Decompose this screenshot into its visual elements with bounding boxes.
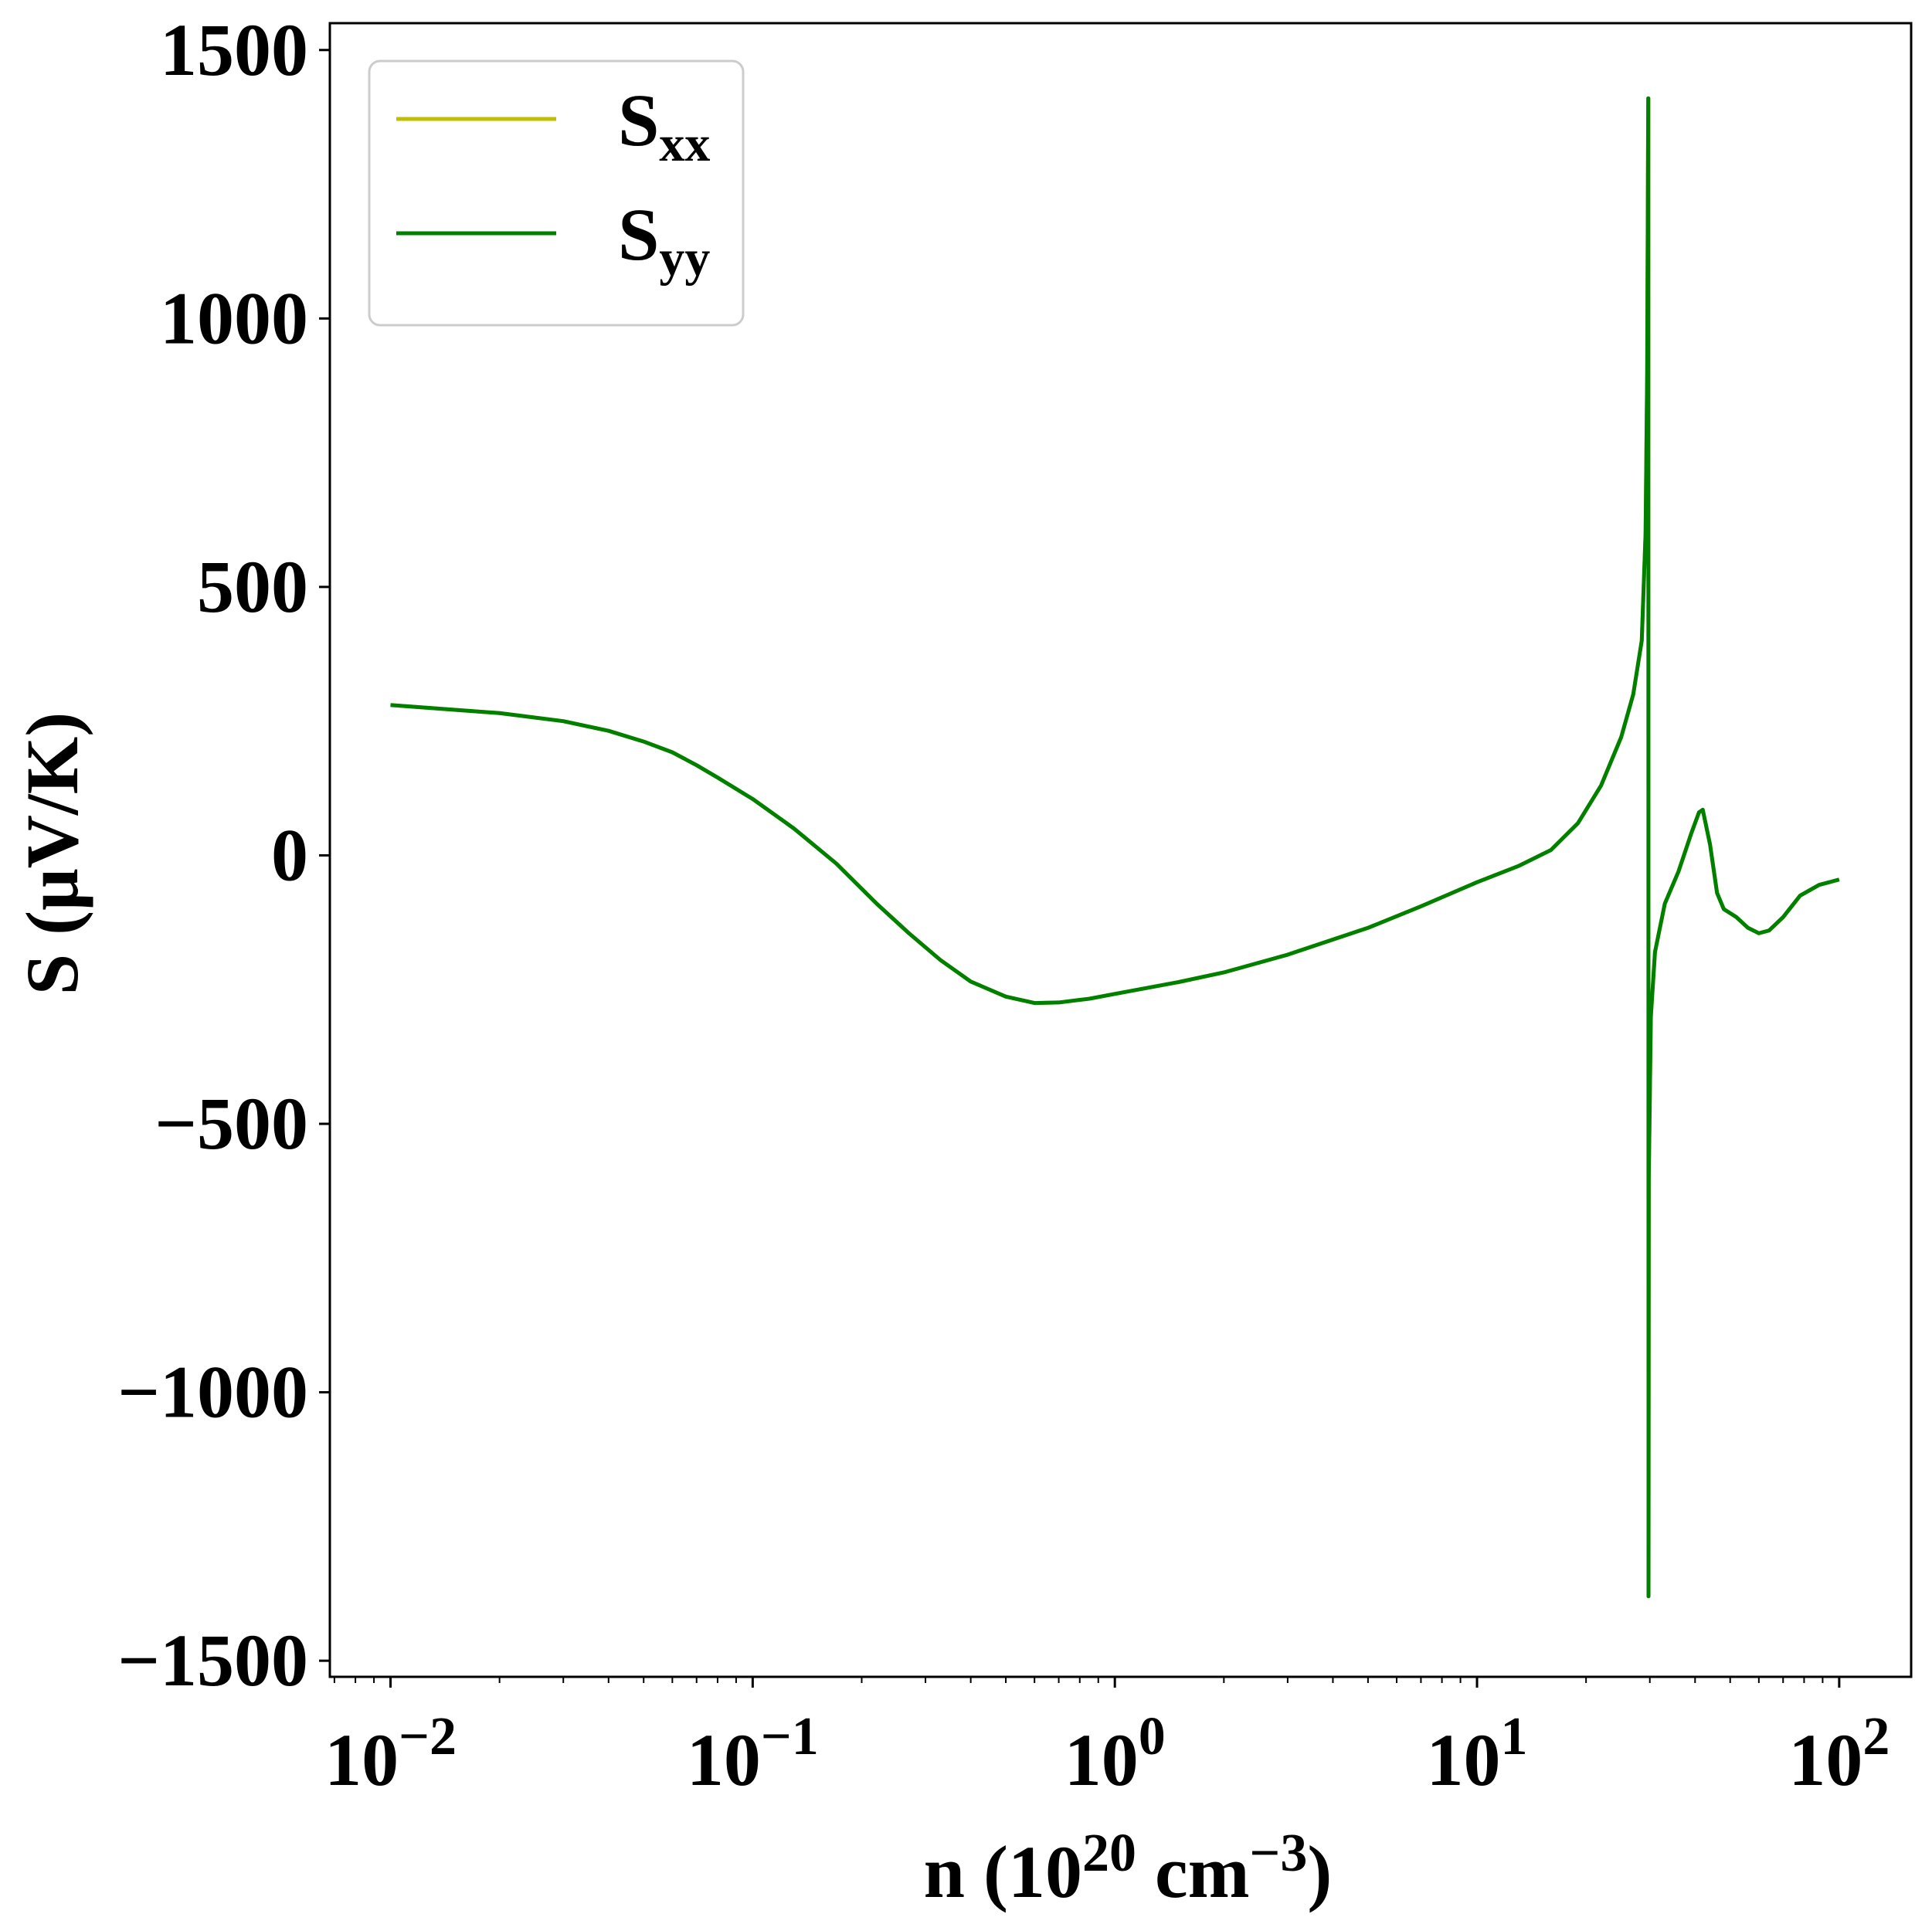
x-tick-label: 100	[1064, 1707, 1166, 1801]
y-axis-label: S (μV/K)	[11, 712, 93, 995]
y-tick-label: −1500	[117, 1619, 308, 1702]
x-tick-label: 10−1	[687, 1707, 819, 1801]
x-tick-label: 10−2	[324, 1707, 457, 1801]
legend-box	[368, 59, 745, 327]
y-tick-label: −500	[154, 1082, 308, 1165]
x-tick-label: 102	[1788, 1707, 1890, 1801]
y-tick-label: 500	[197, 545, 308, 628]
plot-frame	[328, 22, 1913, 1678]
plot-area	[390, 96, 1840, 1599]
y-axis: 1500 1000 500 0 −500 −1000 −1500	[117, 8, 330, 1702]
legend-label-syy: Syy	[618, 193, 710, 287]
x-axis-label: n (1020 cm−3)	[924, 1824, 1333, 1913]
legend: Sxx Syy	[368, 59, 745, 327]
series-line-syy	[390, 96, 1840, 1599]
y-tick-label: 1500	[160, 8, 308, 91]
legend-label-sxx: Sxx	[618, 79, 710, 172]
y-tick-label: −1000	[117, 1351, 308, 1434]
y-tick-label: 1000	[160, 277, 308, 359]
x-axis: 10−2 10−1 100 101 102	[324, 1677, 1890, 1801]
x-tick-label: 101	[1427, 1707, 1528, 1801]
y-tick-label: 0	[271, 813, 308, 896]
